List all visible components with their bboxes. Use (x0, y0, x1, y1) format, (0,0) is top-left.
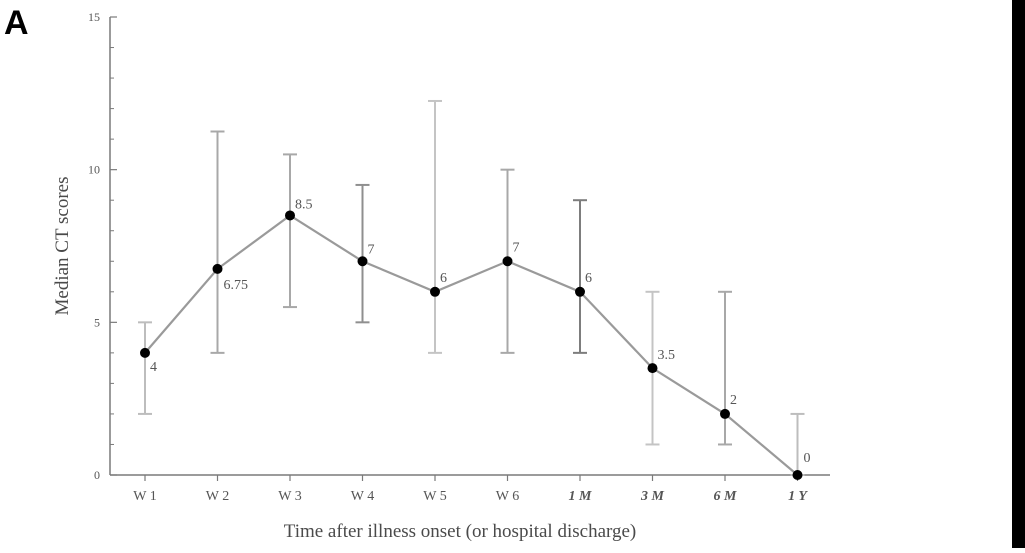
x-tick-label: 1 Y (788, 489, 808, 504)
data-point (430, 286, 440, 297)
y-tick-label-15: 15 (88, 10, 100, 24)
series-line (144, 214, 799, 476)
x-tick-label: W 5 (423, 489, 446, 504)
data-label: 7 (368, 242, 375, 257)
x-tick-label: W 3 (278, 489, 301, 504)
data-label: 6 (440, 271, 447, 286)
y-tick-label-10: 10 (88, 163, 100, 177)
x-axis-label: Time after illness onset (or hospital di… (284, 521, 637, 542)
data-label: 3.5 (658, 348, 676, 363)
data-label: 6.75 (224, 278, 249, 293)
panel-label: A (4, 4, 29, 42)
data-label: 6 (585, 271, 592, 286)
y-axis-label: Median CT scores (52, 177, 73, 316)
data-label: 4 (150, 360, 157, 375)
data-point (502, 256, 513, 267)
x-tick-label: W 2 (206, 489, 229, 504)
error-bar (790, 412, 805, 476)
data-point (357, 256, 368, 267)
x-tick-label: W 6 (496, 489, 519, 504)
error-bar (138, 321, 152, 415)
data-point (575, 286, 585, 297)
y-tick-label-5: 5 (94, 315, 100, 329)
data-label: 2 (730, 393, 737, 408)
data-point (140, 347, 150, 358)
right-edge-bar (1012, 0, 1025, 548)
error-bar (283, 153, 297, 309)
data-point (720, 408, 730, 419)
data-label: 0 (804, 451, 811, 466)
error-bar (573, 199, 587, 354)
data-point (647, 363, 658, 374)
x-tick-label: W 1 (133, 489, 156, 504)
error-bar (718, 290, 732, 446)
error-bar (428, 99, 442, 354)
x-tick-label: 1 M (569, 489, 593, 504)
error-bar (210, 130, 225, 354)
x-tick-label: W 4 (351, 489, 374, 504)
x-tick-label: 6 M (714, 489, 738, 504)
data-label: 8.5 (295, 197, 313, 212)
data-point (212, 263, 223, 274)
y-tick-label-0: 0 (94, 468, 100, 482)
data-label: 7 (513, 240, 520, 255)
data-point (792, 470, 803, 480)
error-bar (355, 183, 370, 324)
x-tick-label: 3 M (640, 489, 665, 504)
data-point (285, 210, 295, 221)
